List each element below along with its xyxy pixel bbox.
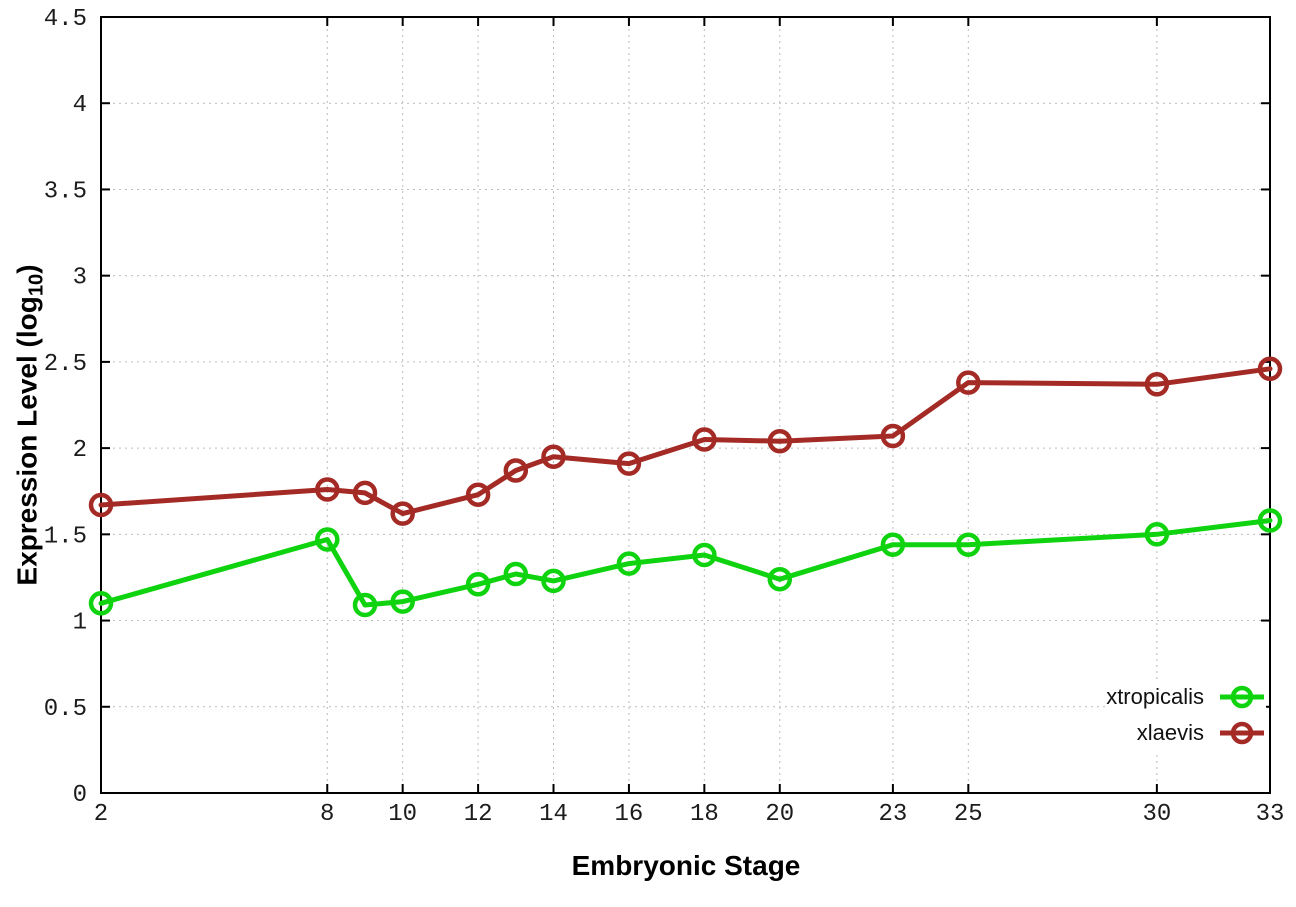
y-tick-label: 0 <box>73 782 87 809</box>
y-axis-title-subscript: 10 <box>25 273 48 297</box>
data-point-xlaevis-stage-16 <box>616 451 642 476</box>
x-tick-label: 10 <box>388 801 417 828</box>
data-point-xtropicalis-stage-16 <box>616 551 642 576</box>
data-point-xlaevis-stage-12 <box>465 482 491 507</box>
legend-entry-xlaevis: xlaevis <box>1136 715 1266 751</box>
x-tick-label: 25 <box>954 801 983 828</box>
legend-sample-marker-xtropicalis <box>1220 685 1264 709</box>
data-point-xtropicalis-stage-14 <box>541 568 566 594</box>
y-axis-title: Expression Level (log10) <box>12 264 49 585</box>
y-tick-label: 0.5 <box>44 696 87 723</box>
data-point-xlaevis-stage-33 <box>1257 356 1283 382</box>
x-tick-label: 30 <box>1142 801 1171 828</box>
y-axis-title-text: Expression Level (log <box>11 296 43 586</box>
legend-label-xlaevis: xlaevis <box>1136 720 1204 745</box>
data-point-xtropicalis-stage-20 <box>767 566 793 592</box>
y-tick-label: 2.5 <box>44 351 87 378</box>
x-tick-label: 12 <box>464 801 493 828</box>
series-line-xtropicalis <box>98 518 1273 608</box>
y-tick-label: 2 <box>73 437 87 464</box>
data-point-xtropicalis-stage-25 <box>956 532 981 557</box>
data-point-xlaevis-stage-10 <box>390 501 415 526</box>
x-tick-label: 18 <box>690 801 719 828</box>
y-tick-label: 1.5 <box>44 523 87 550</box>
data-point-xlaevis-stage-8 <box>315 477 340 502</box>
data-point-xlaevis-stage-20 <box>767 428 793 454</box>
plot-border <box>100 16 1271 794</box>
data-point-xlaevis-stage-18 <box>692 427 717 452</box>
data-point-xlaevis-stage-30 <box>1144 372 1170 397</box>
data-point-xtropicalis-stage-2 <box>88 591 114 616</box>
x-tick-label: 23 <box>878 801 907 828</box>
y-axis-title-suffix: ) <box>11 264 43 274</box>
x-tick-label: 16 <box>615 801 644 828</box>
legend-label-xtropicalis: xtropicalis <box>1106 684 1204 709</box>
y-tick-label: 4 <box>73 92 87 119</box>
data-point-xtropicalis-stage-18 <box>692 542 717 568</box>
data-point-xlaevis-stage-2 <box>88 492 114 518</box>
x-tick-label: 8 <box>320 801 334 828</box>
legend: xtropicalis xlaevis <box>1106 679 1266 751</box>
y-tick-label: 3 <box>73 265 87 292</box>
series-line-xlaevis <box>98 366 1273 517</box>
data-point-xtropicalis-stage-30 <box>1144 522 1170 547</box>
x-tick-label: 20 <box>765 801 794 828</box>
data-point-xtropicalis-stage-8 <box>315 527 340 552</box>
x-axis-title: Embryonic Stage <box>571 850 801 881</box>
data-point-xlaevis-stage-13 <box>503 458 529 483</box>
data-point-xtropicalis-stage-23 <box>880 532 906 557</box>
data-point-xtropicalis-stage-9 <box>352 592 378 618</box>
y-tick-label: 1 <box>73 610 87 637</box>
x-tick-label: 2 <box>94 801 108 828</box>
y-tick-label: 3.5 <box>44 178 87 205</box>
data-point-xtropicalis-stage-13 <box>503 561 529 587</box>
data-point-xtropicalis-stage-10 <box>390 589 415 614</box>
y-tick-label: 4.5 <box>44 6 87 33</box>
x-tick-label: 33 <box>1256 801 1285 828</box>
data-point-xtropicalis-stage-33 <box>1257 508 1283 533</box>
data-point-xlaevis-stage-25 <box>956 370 981 395</box>
legend-sample-marker-xlaevis <box>1220 721 1264 745</box>
legend-entry-xtropicalis: xtropicalis <box>1106 679 1266 715</box>
data-point-xlaevis-stage-23 <box>880 423 906 449</box>
data-point-xlaevis-stage-14 <box>541 444 566 469</box>
x-tick-label: 14 <box>539 801 568 828</box>
data-point-xtropicalis-stage-12 <box>465 572 491 597</box>
data-point-xlaevis-stage-9 <box>352 480 378 506</box>
